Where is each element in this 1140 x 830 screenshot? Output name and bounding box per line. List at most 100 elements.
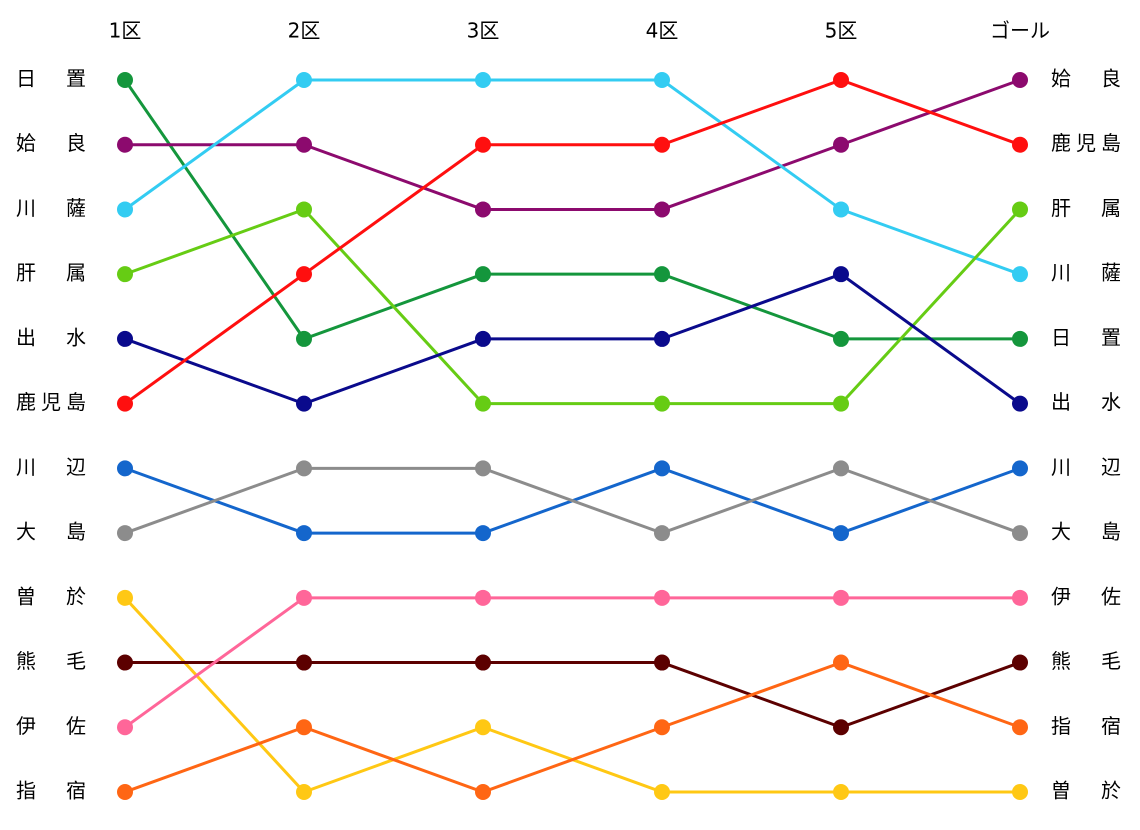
series-line xyxy=(124,207,1022,406)
point xyxy=(296,589,312,606)
point xyxy=(475,266,491,283)
lines xyxy=(123,78,1022,794)
point xyxy=(654,460,670,477)
point xyxy=(117,784,133,800)
end-label: 肝属 xyxy=(1051,196,1121,220)
point xyxy=(833,136,849,153)
point xyxy=(117,395,133,412)
x-tick-label: 1区 xyxy=(109,19,142,43)
point xyxy=(475,201,491,218)
start-label: 日置 xyxy=(16,67,86,91)
start-label: 肝属 xyxy=(16,261,86,285)
point xyxy=(296,201,312,218)
start-label: 伊佐 xyxy=(16,714,86,738)
point xyxy=(475,525,491,542)
x-tick-label: 3区 xyxy=(467,19,500,43)
point xyxy=(833,654,849,671)
point xyxy=(475,330,491,347)
start-label: 熊毛 xyxy=(16,649,86,673)
point xyxy=(117,201,133,218)
series-line xyxy=(124,466,1021,535)
point xyxy=(296,136,312,153)
end-label: 鹿児島 xyxy=(1051,131,1121,155)
start-label: 鹿児島 xyxy=(16,390,86,414)
point xyxy=(475,136,491,153)
end-label: 熊毛 xyxy=(1051,649,1121,673)
point xyxy=(833,395,849,412)
point xyxy=(833,201,849,218)
point xyxy=(833,525,849,542)
point xyxy=(117,330,133,347)
series-line xyxy=(125,78,1021,211)
x-tick-label: 4区 xyxy=(646,19,679,43)
start-label: 大島 xyxy=(16,520,86,544)
point xyxy=(117,460,133,477)
end-label: 出水 xyxy=(1051,390,1121,414)
point xyxy=(296,395,312,412)
series-line xyxy=(124,660,1021,794)
point xyxy=(475,784,491,800)
point xyxy=(475,395,491,412)
point xyxy=(296,784,312,800)
point xyxy=(117,589,133,606)
point xyxy=(296,72,312,88)
end-label: 大島 xyxy=(1051,520,1121,544)
point xyxy=(654,395,670,412)
point xyxy=(833,460,849,477)
point xyxy=(475,460,491,477)
end-label: 曽於 xyxy=(1051,779,1121,803)
end-label: 日置 xyxy=(1051,325,1121,349)
point xyxy=(1012,266,1028,283)
point xyxy=(1012,719,1028,736)
points xyxy=(117,72,1028,800)
point xyxy=(1012,654,1028,671)
point xyxy=(1012,395,1028,412)
end-label: 川薩 xyxy=(1051,261,1121,285)
point xyxy=(117,72,133,88)
series-line xyxy=(124,78,1021,276)
point xyxy=(833,719,849,736)
point xyxy=(117,525,133,542)
point xyxy=(296,266,312,283)
point xyxy=(117,719,133,736)
point xyxy=(1012,589,1028,606)
point xyxy=(654,136,670,153)
x-tick-label: ゴール xyxy=(990,19,1050,43)
point xyxy=(475,654,491,671)
start-label: 出水 xyxy=(16,325,86,349)
x-tick-label: 2区 xyxy=(288,19,321,43)
series-line xyxy=(124,78,1021,405)
point xyxy=(833,330,849,347)
point xyxy=(654,72,670,88)
point xyxy=(296,460,312,477)
point xyxy=(654,201,670,218)
point xyxy=(475,72,491,88)
point xyxy=(833,784,849,800)
point xyxy=(654,784,670,800)
point xyxy=(833,266,849,283)
point xyxy=(1012,460,1028,477)
point xyxy=(833,589,849,606)
point xyxy=(1012,784,1028,800)
point xyxy=(117,654,133,671)
point xyxy=(654,525,670,542)
start-label: 姶良 xyxy=(16,131,86,155)
point xyxy=(1012,201,1028,218)
point xyxy=(117,266,133,283)
point xyxy=(117,136,133,153)
point xyxy=(654,330,670,347)
point xyxy=(296,330,312,347)
point xyxy=(296,719,312,736)
point xyxy=(475,719,491,736)
start-label: 川薩 xyxy=(16,196,86,220)
series-line xyxy=(124,272,1021,406)
series-line xyxy=(123,596,1020,794)
point xyxy=(654,654,670,671)
point xyxy=(1012,72,1028,88)
point xyxy=(654,589,670,606)
x-tick-label: 5区 xyxy=(825,19,858,43)
end-label: 姶良 xyxy=(1051,67,1121,91)
point xyxy=(1012,525,1028,542)
point xyxy=(1012,330,1028,347)
